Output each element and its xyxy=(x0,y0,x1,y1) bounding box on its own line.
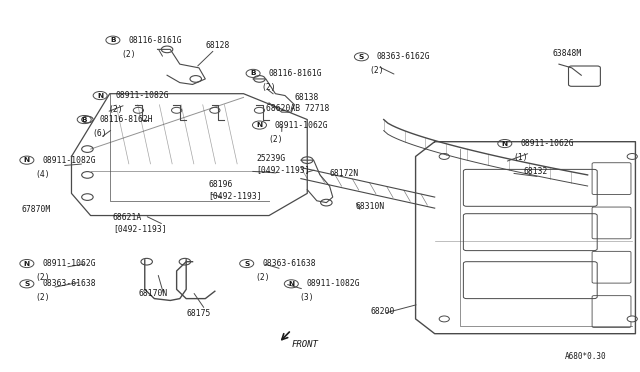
Text: 63848M: 63848M xyxy=(552,49,582,58)
Text: 25239G
[0492-1193]: 25239G [0492-1193] xyxy=(256,154,310,174)
Circle shape xyxy=(627,154,637,160)
Text: (2): (2) xyxy=(370,66,385,75)
Circle shape xyxy=(439,154,449,160)
Text: (2): (2) xyxy=(35,273,50,282)
Text: (2): (2) xyxy=(122,50,136,59)
Text: 08911-1062G: 08911-1062G xyxy=(42,259,96,268)
Text: 08911-1062G: 08911-1062G xyxy=(275,121,328,129)
Text: 68310N: 68310N xyxy=(355,202,384,211)
Circle shape xyxy=(82,116,93,123)
Circle shape xyxy=(179,259,191,265)
Text: (2): (2) xyxy=(35,294,50,302)
Circle shape xyxy=(210,108,220,113)
Text: (6): (6) xyxy=(93,129,108,138)
Text: B: B xyxy=(250,70,256,76)
Text: 08911-1082G: 08911-1082G xyxy=(42,155,96,165)
Text: 68170N: 68170N xyxy=(138,289,168,298)
Text: (2): (2) xyxy=(109,105,123,114)
Text: 08363-61638: 08363-61638 xyxy=(262,259,316,268)
Circle shape xyxy=(82,146,93,153)
Text: 68200: 68200 xyxy=(371,307,396,316)
Text: 08911-1082G: 08911-1082G xyxy=(307,279,360,288)
Text: 68175: 68175 xyxy=(186,309,211,318)
Circle shape xyxy=(133,108,143,113)
Text: S: S xyxy=(244,260,250,266)
Text: N: N xyxy=(502,141,508,147)
Circle shape xyxy=(82,194,93,201)
Text: (2): (2) xyxy=(268,135,282,144)
Text: B: B xyxy=(81,116,87,122)
Text: 68138: 68138 xyxy=(294,93,319,102)
Text: N: N xyxy=(24,260,30,266)
Circle shape xyxy=(141,259,152,265)
Text: N: N xyxy=(257,122,262,128)
Circle shape xyxy=(301,157,313,163)
Text: 08363-6162G: 08363-6162G xyxy=(377,52,431,61)
Text: N: N xyxy=(24,157,30,163)
Circle shape xyxy=(321,199,332,206)
Text: 08363-61638: 08363-61638 xyxy=(42,279,96,288)
Text: N: N xyxy=(288,281,294,287)
Circle shape xyxy=(439,316,449,322)
Text: 67870M: 67870M xyxy=(22,205,51,215)
Text: (2): (2) xyxy=(262,83,276,92)
Text: (1): (1) xyxy=(513,153,528,162)
Text: N: N xyxy=(97,93,103,99)
Circle shape xyxy=(172,108,182,113)
Text: 68196
[0492-1193]: 68196 [0492-1193] xyxy=(209,180,262,200)
Text: 08116-8161G: 08116-8161G xyxy=(269,69,322,78)
Text: FRONT: FRONT xyxy=(291,340,318,349)
Text: 08911-1082G: 08911-1082G xyxy=(116,91,169,100)
Text: (4): (4) xyxy=(35,170,50,179)
Text: A680*0.30: A680*0.30 xyxy=(565,352,607,361)
Text: 08116-8162H: 08116-8162H xyxy=(100,115,153,124)
Text: 68132: 68132 xyxy=(524,167,548,176)
Text: (3): (3) xyxy=(300,294,314,302)
Circle shape xyxy=(627,316,637,322)
Text: 68621A
[0492-1193]: 68621A [0492-1193] xyxy=(113,213,166,233)
Text: 08911-1062G: 08911-1062G xyxy=(520,139,574,148)
Text: 68172N: 68172N xyxy=(330,169,359,177)
Circle shape xyxy=(82,171,93,178)
Text: B: B xyxy=(110,37,116,43)
Text: 68128: 68128 xyxy=(205,41,230,50)
Text: S: S xyxy=(24,281,29,287)
Circle shape xyxy=(254,108,264,113)
Text: (2): (2) xyxy=(255,273,269,282)
Circle shape xyxy=(161,46,173,53)
Circle shape xyxy=(253,76,265,82)
Text: 68620AB 72718: 68620AB 72718 xyxy=(266,104,329,113)
Text: S: S xyxy=(359,54,364,60)
Text: 08116-8161G: 08116-8161G xyxy=(129,36,182,45)
Circle shape xyxy=(190,76,202,82)
